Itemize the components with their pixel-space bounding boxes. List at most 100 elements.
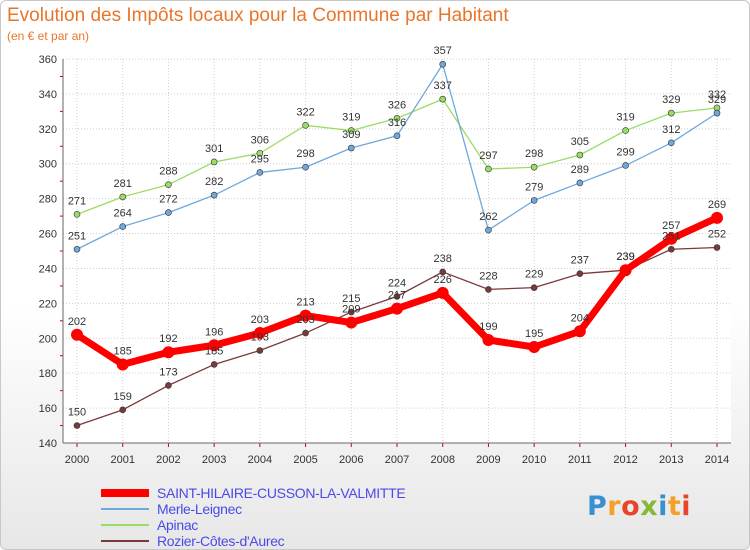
data-label: 251 [68,230,86,242]
data-label: 203 [251,314,269,326]
data-label: 309 [342,129,360,141]
data-label: 281 [114,178,132,190]
data-label: 322 [296,106,314,118]
data-label: 319 [342,112,360,124]
data-point [619,264,632,277]
data-label: 196 [205,326,223,338]
data-point [116,358,129,371]
x-tick-label: 2005 [293,454,317,466]
x-tick-label: 2013 [659,454,683,466]
data-label: 312 [662,124,680,136]
data-label: 262 [479,211,497,223]
x-tick-label: 2014 [705,454,729,466]
data-label: 357 [434,45,452,57]
data-point [485,286,492,293]
data-point [530,284,538,291]
data-label: 337 [434,80,452,92]
logo-letter: o [621,491,641,522]
data-label: 332 [708,89,726,101]
data-label: 297 [479,150,497,162]
data-label: 199 [479,321,497,333]
legend-swatch [101,489,149,497]
data-label: 238 [434,253,452,265]
data-point [256,169,264,176]
x-tick-label: 2001 [110,454,134,466]
data-point [347,308,355,316]
y-tick-label: 220 [39,298,57,310]
x-tick-label: 2007 [385,454,409,466]
data-label: 226 [434,274,452,286]
data-point [73,245,81,253]
legend-swatch [101,508,149,510]
legend-swatch [101,524,149,526]
y-tick-label: 140 [39,438,57,450]
data-label: 298 [296,148,314,160]
y-tick-label: 260 [39,229,57,241]
data-label: 252 [708,229,726,241]
data-label: 209 [342,304,360,316]
data-label: 213 [296,297,314,309]
data-point [713,244,721,251]
data-point [210,191,218,199]
logo-letter: i [658,491,668,522]
data-label: 203 [296,314,314,326]
y-tick-label: 180 [39,368,57,380]
data-point [165,181,172,188]
data-label: 271 [68,195,86,207]
data-label: 301 [205,143,223,155]
data-label: 279 [525,181,543,193]
x-tick-label: 2006 [339,454,363,466]
data-label: 195 [525,328,543,340]
x-tick-label: 2000 [65,454,89,466]
x-tick-label: 2002 [156,454,180,466]
legend-label: Rozier-Côtes-d'Aurec [157,533,285,549]
data-point [622,162,629,169]
legend-swatch [101,540,149,542]
data-label: 193 [251,331,269,343]
x-tick-label: 2008 [430,454,454,466]
data-point [71,328,83,341]
legend-label: SAINT-HILAIRE-CUSSON-LA-VALMITTE [157,485,406,501]
data-point [482,334,495,347]
data-point [530,163,538,171]
data-label: 150 [68,407,86,419]
data-point [256,149,264,157]
chart-subtitle: (en € et par an) [7,29,90,43]
data-label: 237 [571,255,589,267]
data-point [436,286,449,299]
y-tick-label: 200 [39,333,57,345]
data-point [165,209,172,216]
data-point [393,293,401,300]
data-point [302,329,309,337]
data-label: 192 [159,333,177,345]
data-point [573,325,586,338]
data-point [347,127,355,134]
data-label: 298 [525,148,543,160]
data-label: 329 [708,94,726,106]
data-point [393,132,401,140]
x-tick-label: 2009 [476,454,500,466]
chart-title: Evolution des Impôts locaux pour la Comm… [7,5,509,26]
y-tick-label: 240 [39,263,57,275]
x-tick-label: 2010 [522,454,546,466]
data-point [485,165,492,173]
logo-letter: i [681,491,692,522]
data-point [210,361,218,368]
y-tick-label: 160 [39,403,57,415]
y-tick-label: 300 [39,159,57,171]
x-tick-label: 2012 [613,454,637,466]
data-label: 185 [205,345,223,357]
data-label: 204 [571,312,589,324]
x-tick-label: 2011 [568,454,592,466]
data-label: 306 [251,134,269,146]
data-label: 288 [159,166,177,178]
data-point [73,422,81,429]
data-label: 269 [708,199,726,211]
data-point [665,232,678,245]
data-label: 299 [616,146,634,158]
data-label: 316 [388,117,406,129]
data-label: 217 [388,290,406,302]
data-point [439,95,447,103]
